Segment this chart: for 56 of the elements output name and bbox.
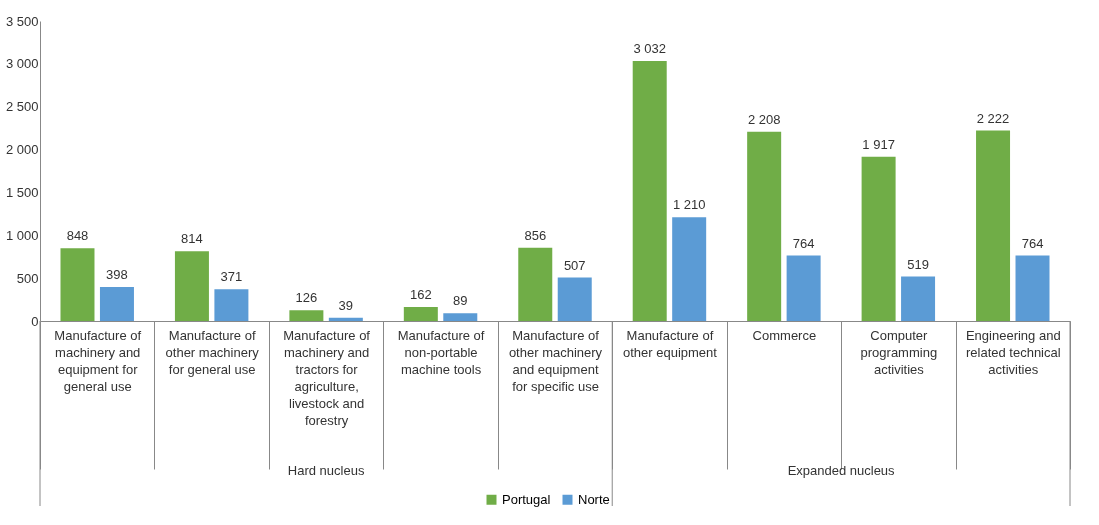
x-tick-label: Engineering and related technical activities — [965, 327, 1061, 377]
data-label: 126 — [295, 290, 318, 306]
bar — [174, 251, 209, 321]
y-tick-label: 500 — [16, 270, 39, 286]
x-tick-label: Manufacture of non-portable machine tools — [397, 327, 485, 377]
y-tick-label: 2 000 — [5, 142, 39, 158]
y-tick-label: 1 500 — [5, 184, 39, 200]
y-tick-label: 0 — [31, 313, 39, 329]
data-label: 764 — [792, 235, 815, 251]
data-label: 3 032 — [633, 41, 666, 57]
bar — [403, 307, 438, 321]
y-tick-label: 3 500 — [5, 13, 39, 29]
text: Hard nucleus — [287, 463, 365, 478]
data-label: 1 210 — [672, 197, 706, 213]
bar — [289, 310, 324, 321]
data-label: 848 — [66, 228, 89, 244]
bar — [786, 255, 821, 321]
legend-label: Portugal — [502, 491, 551, 507]
bar — [443, 313, 478, 321]
data-label: 856 — [524, 227, 547, 243]
bar — [99, 286, 134, 321]
bar — [672, 217, 707, 321]
data-label: 2 208 — [747, 111, 781, 127]
bar — [518, 247, 553, 321]
x-tick-label: Manufacture of other equipment — [622, 327, 718, 360]
bar — [861, 156, 896, 321]
data-label: 89 — [453, 293, 468, 309]
bar — [60, 248, 95, 321]
data-label: 507 — [563, 257, 586, 273]
bar — [901, 276, 936, 321]
y-tick-label: 1 000 — [5, 227, 39, 243]
x-tick-label: Manufacture of machinery and tractors for agriculture, livestock and forestry — [283, 327, 371, 428]
x-tick-label: Manufacture of other machinery and equipment for specific use — [508, 327, 603, 394]
x-tick-label: Manufacture of machinery and equipment for general use — [54, 327, 142, 394]
bar — [214, 289, 249, 321]
data-label: 398 — [106, 266, 128, 282]
data-label: 764 — [1021, 235, 1044, 251]
bar — [632, 61, 667, 321]
data-label: 162 — [409, 287, 432, 303]
y-tick-label: 2 500 — [5, 99, 39, 115]
legend-label: Norte — [578, 491, 610, 507]
data-label: 1 917 — [862, 136, 895, 152]
data-label: 371 — [220, 269, 243, 285]
bar — [557, 277, 592, 321]
data-label: 39 — [338, 297, 354, 313]
x-tick-label: Commerce — [752, 327, 817, 343]
data-label: 519 — [907, 256, 929, 272]
x-tick-label: Manufacture of other machinery for general use — [165, 327, 260, 377]
text: Expanded nucleus — [787, 463, 896, 478]
bar — [1015, 255, 1050, 321]
bar — [976, 130, 1011, 321]
data-label: 2 222 — [976, 110, 1010, 126]
y-tick-label: 3 000 — [5, 56, 39, 72]
x-tick-label: Computer programming activities — [860, 327, 938, 377]
data-label: 814 — [181, 231, 203, 247]
bar — [747, 131, 782, 321]
